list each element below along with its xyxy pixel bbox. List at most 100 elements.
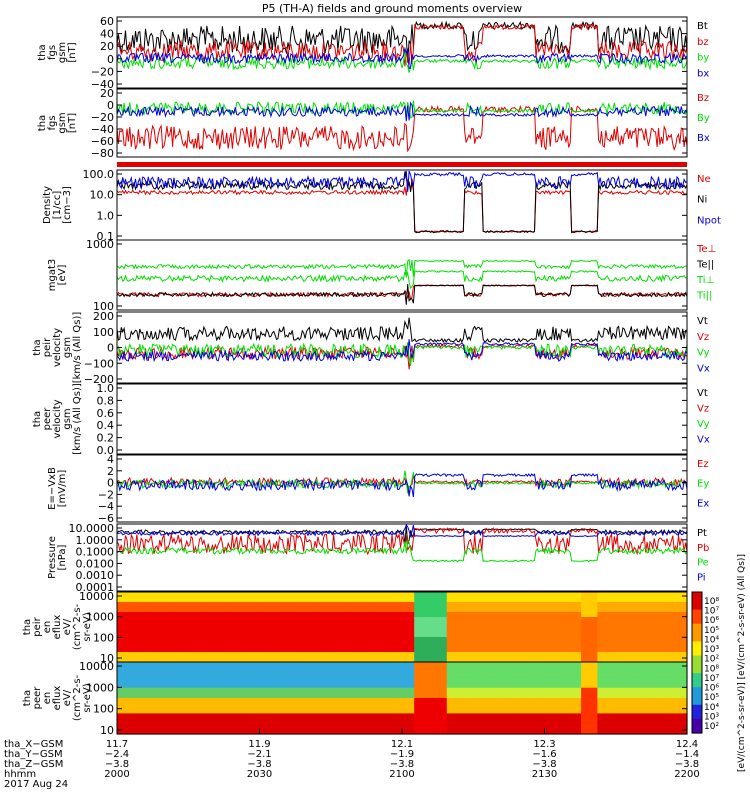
heatmap-cell bbox=[638, 627, 643, 633]
heatmap-cell bbox=[450, 718, 456, 725]
heatmap-cell bbox=[487, 703, 493, 709]
heatmap-cell bbox=[540, 622, 546, 628]
heatmap-cell bbox=[198, 682, 204, 689]
heatmap-cell bbox=[292, 652, 297, 658]
heatmap-cell bbox=[202, 622, 208, 628]
heatmap-cell bbox=[678, 677, 684, 684]
colorbar-tick-label: 10⁸ bbox=[704, 664, 719, 674]
heatmap-cell bbox=[528, 637, 533, 643]
heatmap-cell bbox=[658, 672, 664, 678]
heatmap-cell bbox=[479, 708, 485, 714]
colorbar-segment bbox=[692, 662, 702, 667]
heatmap-cell bbox=[369, 632, 375, 638]
heatmap-cell bbox=[210, 657, 216, 663]
heatmap-cell bbox=[182, 597, 187, 603]
heatmap-cell bbox=[271, 703, 277, 709]
heatmap-cell bbox=[125, 627, 130, 633]
heatmap-cell bbox=[385, 698, 391, 704]
heatmap-cell bbox=[573, 713, 578, 720]
heatmap-cell bbox=[414, 607, 419, 613]
heatmap-cell bbox=[511, 632, 517, 638]
heatmap-cell bbox=[495, 713, 501, 720]
y-axis-label: eflux bbox=[52, 686, 63, 711]
heatmap-cell bbox=[161, 622, 167, 628]
heatmap-cell bbox=[414, 708, 419, 714]
heatmap-cell bbox=[121, 667, 126, 673]
heatmap-cell bbox=[243, 652, 248, 658]
y-tick-label: 2 bbox=[107, 465, 114, 478]
heatmap-cell bbox=[459, 657, 464, 663]
heatmap-cell bbox=[467, 718, 472, 725]
heatmap-cell bbox=[625, 713, 631, 720]
heatmap-cell bbox=[332, 667, 338, 673]
heatmap-cell bbox=[169, 602, 175, 608]
heatmap-cell bbox=[410, 642, 415, 648]
heatmap-cell bbox=[540, 657, 546, 663]
heatmap-cell bbox=[316, 728, 322, 735]
heatmap-cell bbox=[491, 677, 497, 684]
heatmap-cell bbox=[414, 622, 419, 628]
heatmap-cell bbox=[491, 612, 497, 618]
heatmap-cell bbox=[247, 677, 252, 684]
heatmap-cell bbox=[548, 703, 554, 709]
heatmap-cell bbox=[190, 602, 195, 608]
heatmap-cell bbox=[507, 708, 513, 714]
heatmap-cell bbox=[511, 622, 517, 628]
heatmap-cell bbox=[414, 642, 419, 648]
heatmap-cell bbox=[222, 632, 228, 638]
heatmap-cell bbox=[182, 642, 187, 648]
heatmap-cell bbox=[589, 612, 594, 618]
heatmap-cell bbox=[589, 687, 594, 694]
heatmap-cell bbox=[255, 627, 261, 633]
heatmap-cell bbox=[499, 698, 505, 704]
heatmap-cell bbox=[296, 708, 301, 714]
heatmap-cell bbox=[275, 672, 281, 678]
heatmap-cell bbox=[381, 627, 387, 633]
legend-label-Vy: Vy bbox=[697, 419, 710, 430]
heatmap-cell bbox=[283, 662, 289, 668]
heatmap-cell bbox=[279, 698, 285, 704]
heatmap-cell bbox=[393, 728, 399, 735]
heatmap-cell bbox=[568, 713, 574, 720]
heatmap-cell bbox=[487, 637, 493, 643]
heatmap-cell bbox=[634, 703, 639, 709]
heatmap-cell bbox=[662, 632, 668, 638]
heatmap-cell bbox=[117, 632, 122, 638]
heatmap-cell bbox=[308, 698, 314, 704]
heatmap-cell bbox=[560, 657, 566, 663]
heatmap-cell bbox=[568, 728, 574, 735]
heatmap-cell bbox=[560, 617, 566, 623]
heatmap-cell bbox=[157, 592, 163, 598]
heatmap-cell bbox=[235, 703, 240, 709]
heatmap-cell bbox=[450, 723, 456, 730]
heatmap-cell bbox=[642, 607, 647, 613]
heatmap-cell bbox=[153, 677, 159, 684]
heatmap-cell bbox=[585, 692, 590, 699]
heatmap-cell bbox=[638, 672, 643, 678]
heatmap-cell bbox=[662, 682, 668, 689]
heatmap-cell bbox=[385, 723, 391, 730]
heatmap-cell bbox=[536, 652, 542, 658]
heatmap-cell bbox=[471, 662, 476, 668]
heatmap-cell bbox=[650, 602, 656, 608]
heatmap-cell bbox=[288, 677, 293, 684]
heatmap-cell bbox=[406, 728, 411, 735]
heatmap-cell bbox=[247, 687, 252, 694]
heatmap-cell bbox=[296, 687, 301, 694]
heatmap-cell bbox=[226, 592, 232, 598]
heatmap-cell bbox=[516, 657, 521, 663]
heatmap-cell bbox=[609, 647, 615, 653]
y-tick-label: 20 bbox=[100, 87, 114, 100]
heatmap-cell bbox=[552, 597, 558, 603]
heatmap-cell bbox=[593, 597, 599, 603]
heatmap-cell bbox=[662, 713, 668, 720]
heatmap-cell bbox=[174, 728, 179, 735]
heatmap-cell bbox=[467, 647, 472, 653]
heatmap-cell bbox=[446, 592, 452, 598]
heatmap-cell bbox=[609, 682, 615, 689]
heatmap-cell bbox=[410, 632, 415, 638]
heatmap-cell bbox=[308, 662, 314, 668]
heatmap-cell bbox=[275, 612, 281, 618]
heatmap-cell bbox=[589, 692, 594, 699]
